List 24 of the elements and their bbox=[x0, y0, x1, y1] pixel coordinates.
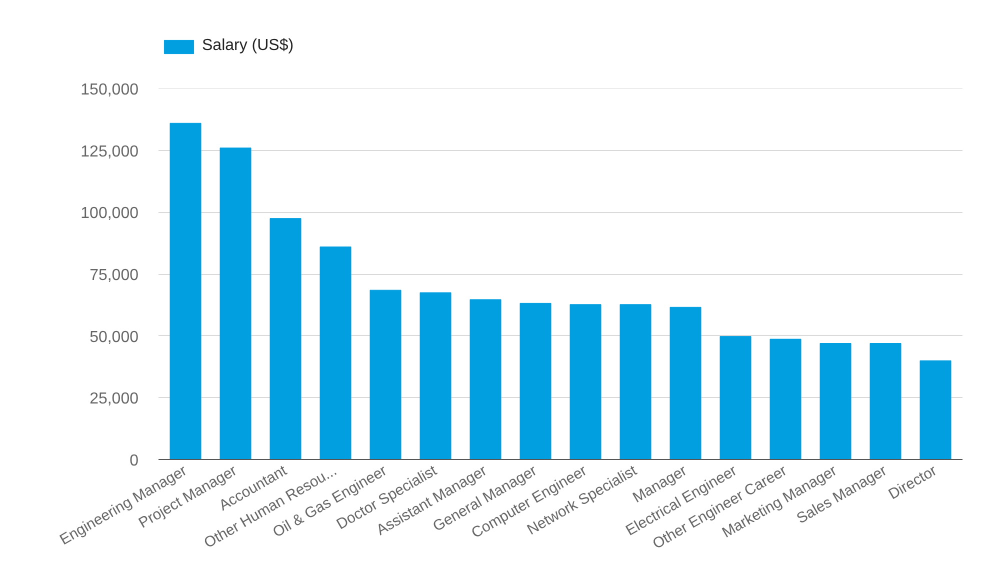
bar bbox=[220, 148, 252, 460]
bar bbox=[720, 336, 752, 460]
y-tick-label: 150,000 bbox=[80, 82, 139, 98]
bar bbox=[520, 302, 552, 460]
legend-label: Salary (US$) bbox=[202, 37, 294, 55]
bar bbox=[870, 343, 902, 460]
y-tick-label: 0 bbox=[130, 452, 139, 470]
y-tick-label: 125,000 bbox=[80, 143, 139, 160]
bar bbox=[370, 290, 402, 460]
bar bbox=[320, 246, 352, 460]
bar bbox=[170, 122, 202, 460]
y-tick-label: 100,000 bbox=[80, 205, 139, 222]
y-tick-label: 25,000 bbox=[90, 390, 139, 408]
bar bbox=[420, 292, 452, 460]
bar bbox=[670, 306, 702, 460]
y-tick-label: 50,000 bbox=[90, 328, 139, 346]
bar bbox=[270, 218, 302, 460]
bar bbox=[770, 338, 802, 460]
y-tick-label: 75,000 bbox=[90, 267, 139, 284]
bar bbox=[620, 304, 652, 460]
bar bbox=[920, 360, 952, 460]
bar bbox=[570, 304, 602, 460]
bar bbox=[820, 343, 852, 460]
bar bbox=[470, 299, 502, 460]
